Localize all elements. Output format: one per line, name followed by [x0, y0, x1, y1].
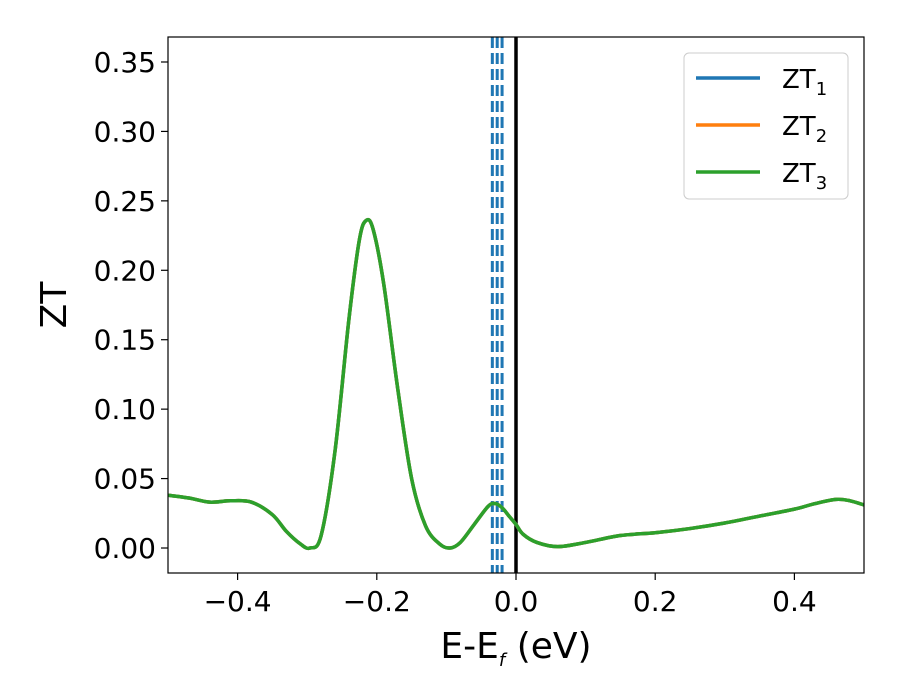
- x-axis-label-subscript: f: [499, 650, 508, 671]
- x-tick-label: −0.2: [343, 585, 411, 618]
- legend-label-subscript: 2: [816, 126, 827, 147]
- y-axis-label: ZT: [34, 281, 75, 329]
- legend-label-main: ZT: [782, 65, 816, 95]
- vertical-lines: [490, 37, 518, 573]
- x-tick-label: 0.0: [494, 585, 539, 618]
- series-line-zt3: [168, 217, 864, 551]
- y-tick-label: 0.20: [94, 254, 156, 287]
- y-tick-label: 0.00: [94, 532, 156, 565]
- x-tick-label: −0.4: [204, 585, 272, 618]
- x-axis-label-unit: (eV): [505, 626, 591, 667]
- y-axis-ticks: 0.00 0.05 0.10 0.15 0.20 0.25 0.30 0.35: [94, 46, 168, 565]
- legend-label-zt3: ZT3: [782, 159, 827, 194]
- legend-label-zt1: ZT1: [782, 65, 827, 100]
- legend-label-main: ZT: [782, 112, 816, 142]
- y-tick-label: 0.15: [94, 324, 156, 357]
- x-axis-label-main: E-E: [440, 626, 498, 667]
- x-axis-ticks: −0.4 −0.2 0.0 0.2 0.4: [204, 573, 817, 618]
- legend-label-subscript: 3: [816, 173, 827, 194]
- y-tick-label: 0.30: [94, 115, 156, 148]
- legend-box: [683, 52, 849, 200]
- series-layer: [168, 217, 864, 551]
- legend-label-subscript: 1: [816, 79, 827, 100]
- x-tick-label: 0.4: [772, 585, 817, 618]
- y-tick-label: 0.35: [94, 46, 156, 79]
- legend-label-main: ZT: [782, 159, 816, 189]
- y-tick-label: 0.25: [94, 185, 156, 218]
- y-tick-label: 0.10: [94, 393, 156, 426]
- x-axis-label: E-Ef (eV): [440, 626, 591, 671]
- x-tick-label: 0.2: [633, 585, 678, 618]
- legend-label-zt2: ZT2: [782, 112, 827, 147]
- y-tick-label: 0.05: [94, 463, 156, 496]
